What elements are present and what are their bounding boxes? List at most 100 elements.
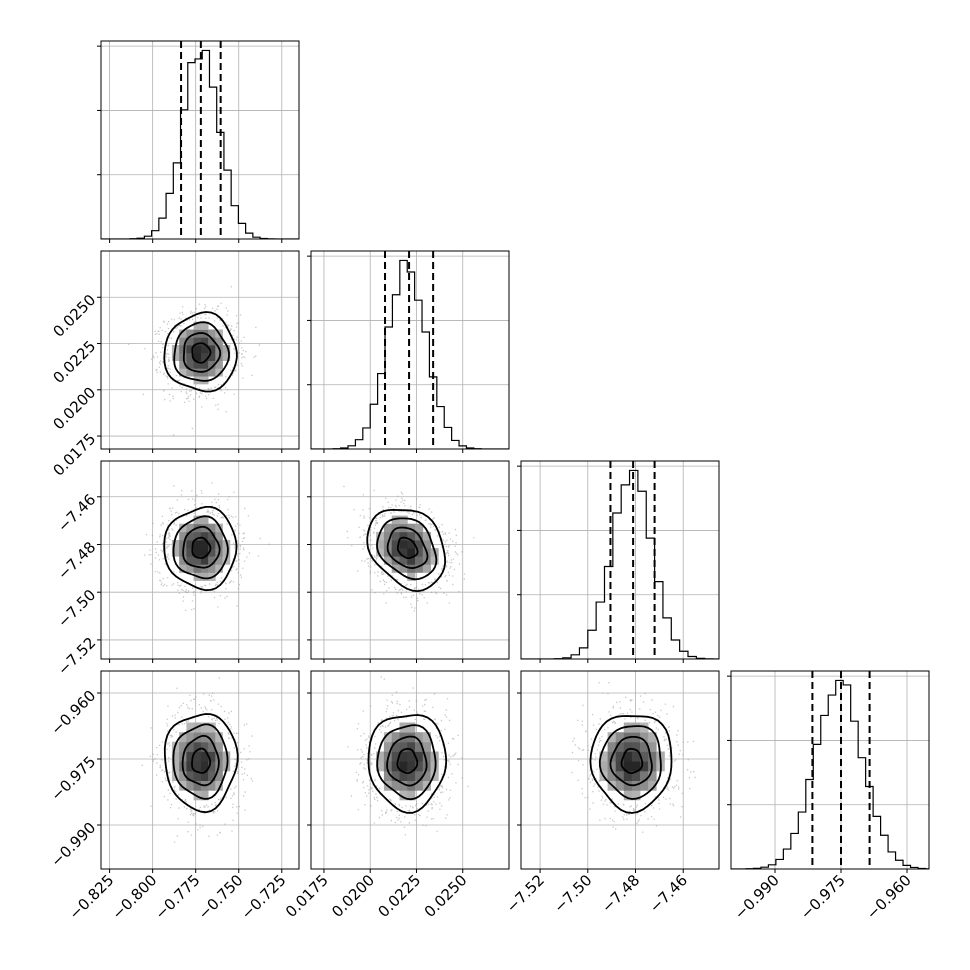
density-cell (623, 741, 633, 752)
density-cell (399, 540, 408, 549)
density-cell (376, 761, 385, 772)
panel-frame (100, 670, 300, 870)
density-cell (415, 741, 424, 752)
density-layer (343, 485, 475, 612)
x-tick-label: 0.0175 (282, 871, 332, 921)
contour-2 (386, 735, 428, 787)
density-cell (391, 540, 400, 549)
x-tick-label: −7.48 (598, 871, 643, 916)
contour-1 (620, 747, 644, 774)
y-tick-label: −0.990 (47, 819, 99, 871)
panel-3-1 (307, 670, 510, 873)
density-cell (399, 761, 408, 772)
density-cell (186, 368, 194, 377)
density-cell (391, 548, 400, 557)
density-layer (571, 682, 696, 833)
density-cell (215, 523, 223, 533)
density-cell (179, 345, 187, 354)
x-tick-label: −0.825 (65, 871, 117, 923)
density-cell (391, 770, 400, 781)
density-cell (179, 540, 187, 549)
histogram-series (521, 469, 719, 659)
density-cell (186, 523, 194, 533)
density-cell (179, 741, 187, 752)
density-cell (186, 761, 194, 772)
density-cell (607, 770, 617, 781)
density-cell (200, 531, 209, 541)
density-cell (186, 741, 194, 752)
x-tick-label: −7.46 (646, 871, 691, 916)
density-cell (422, 540, 431, 549)
density-cell (200, 352, 209, 361)
density-cell (415, 770, 424, 781)
density-cell (383, 741, 393, 752)
density-cell (186, 564, 194, 573)
density-cell (186, 345, 194, 354)
density-cell (208, 329, 216, 338)
panel-frame (310, 670, 510, 870)
panel-frame (100, 250, 300, 450)
contour-2 (386, 526, 429, 569)
density-cell (193, 564, 202, 573)
density-cell (186, 556, 194, 565)
density-cell (186, 352, 194, 361)
scatter-points (343, 485, 475, 612)
density-cell (179, 523, 187, 533)
density-cell (376, 751, 385, 762)
density-cell (648, 751, 657, 762)
density-cell (179, 564, 187, 573)
density-cell (430, 761, 439, 772)
density-cell (179, 531, 187, 541)
density-cell (422, 741, 431, 752)
panel-frame (520, 460, 720, 660)
y-tick-label: −0.975 (47, 753, 99, 805)
density-cell (623, 770, 633, 781)
x-tick-label: −0.960 (863, 871, 915, 923)
density-cell (208, 540, 216, 549)
density-cell (415, 751, 424, 762)
density-cell (215, 741, 223, 752)
density-cell (415, 780, 424, 791)
density-cell (631, 761, 641, 772)
density-cell (615, 741, 625, 752)
density-cell (171, 548, 180, 557)
density-cell (383, 523, 393, 533)
y-tick-label: −7.46 (54, 490, 99, 535)
density-cell (615, 770, 625, 781)
contour-2 (181, 734, 220, 787)
density-cell (186, 360, 194, 369)
x-tick-label: −0.725 (238, 871, 290, 923)
density-cell (615, 761, 625, 772)
density-cell (640, 780, 649, 791)
density-cell (200, 360, 209, 369)
density-cell (208, 556, 216, 565)
panel-frame (310, 250, 510, 450)
density-cell (415, 564, 424, 573)
density-cell (171, 540, 180, 549)
density-cell (193, 751, 202, 762)
density-cell (648, 780, 657, 791)
density-cell (407, 761, 416, 772)
density-cell (407, 556, 416, 565)
density-cell (208, 531, 216, 541)
contour-1 (191, 342, 212, 364)
density-cell (193, 556, 202, 565)
density-cell (623, 780, 633, 791)
density-cell (391, 515, 400, 525)
density-cell (422, 770, 431, 781)
density-cell (215, 556, 223, 565)
y-tick-label: 0.0250 (50, 291, 100, 341)
density-cell (208, 337, 216, 346)
contour-3 (173, 321, 230, 382)
density-cell (422, 751, 431, 762)
density-cell (200, 540, 209, 549)
x-tick-label: −0.975 (797, 871, 849, 923)
density-cell (179, 780, 187, 791)
contour-2 (609, 736, 653, 787)
density-cell (615, 780, 625, 791)
density-cell (193, 531, 202, 541)
y-tick-label: −7.50 (54, 586, 99, 631)
density-cell (179, 732, 187, 743)
density-cell (631, 770, 641, 781)
